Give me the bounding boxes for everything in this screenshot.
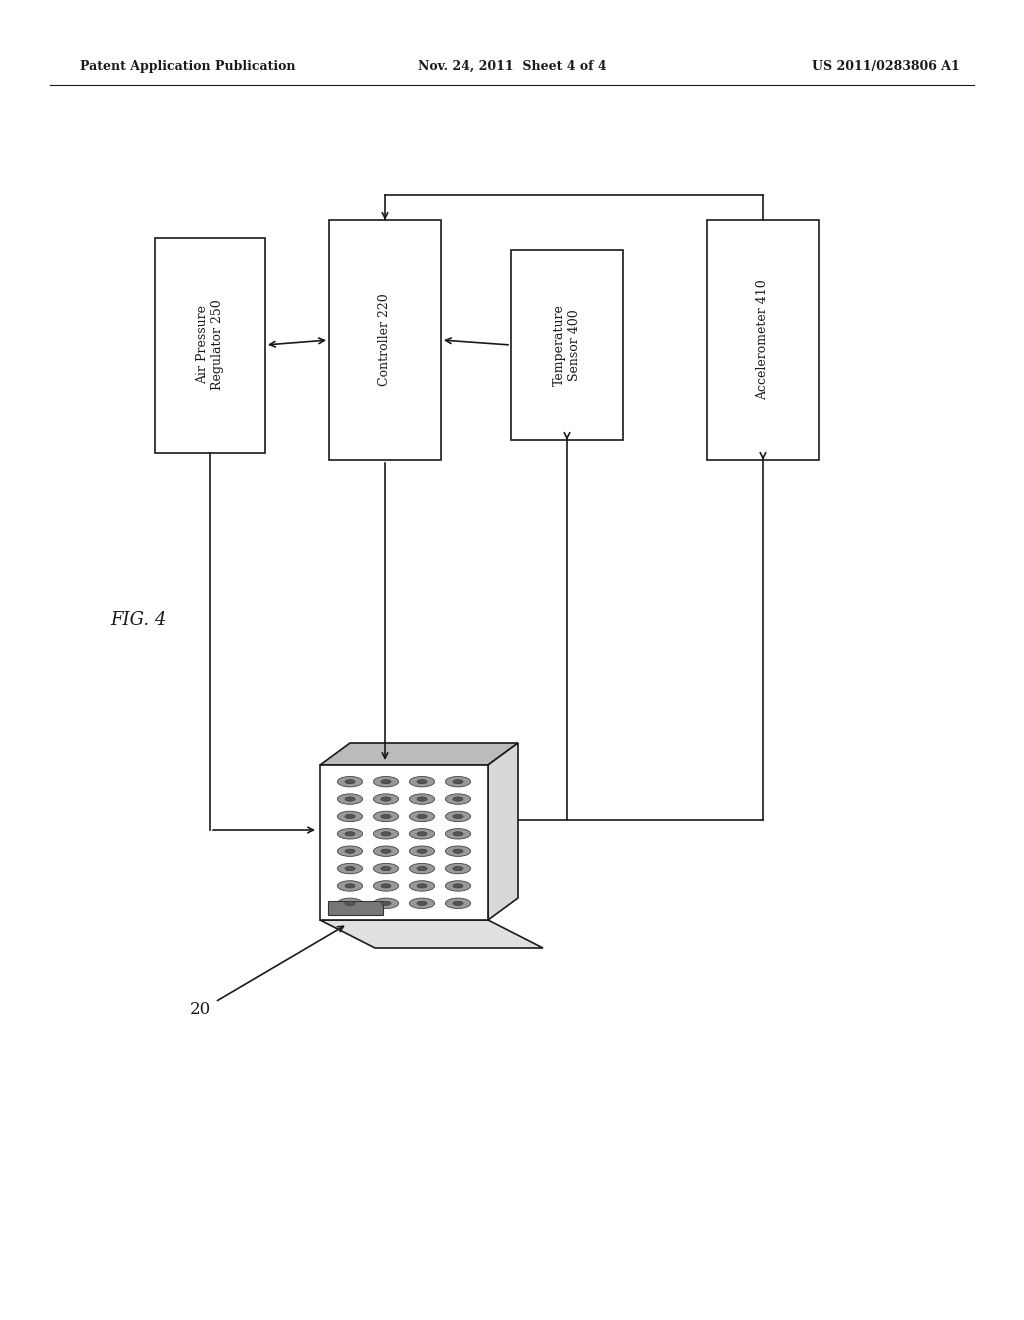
Ellipse shape [345,780,355,784]
Ellipse shape [345,797,355,801]
Bar [707,220,819,459]
Text: 20: 20 [189,1002,211,1019]
Ellipse shape [453,797,463,801]
Ellipse shape [381,902,391,906]
Ellipse shape [381,780,391,784]
Ellipse shape [445,898,471,908]
Ellipse shape [337,776,362,787]
Text: FIG. 4: FIG. 4 [110,611,166,630]
Ellipse shape [410,880,434,891]
Ellipse shape [345,832,355,836]
Ellipse shape [381,866,391,871]
Text: Air Pressure
Regulator 250: Air Pressure Regulator 250 [196,300,224,391]
Ellipse shape [381,849,391,853]
Ellipse shape [374,846,398,857]
Ellipse shape [410,812,434,821]
Ellipse shape [417,780,427,784]
Bar [329,220,441,459]
Text: Nov. 24, 2011  Sheet 4 of 4: Nov. 24, 2011 Sheet 4 of 4 [418,59,606,73]
Text: Accelerometer 410: Accelerometer 410 [757,280,769,400]
Ellipse shape [417,884,427,888]
Ellipse shape [445,880,471,891]
Polygon shape [319,743,518,766]
Ellipse shape [374,793,398,804]
Ellipse shape [417,814,427,818]
Ellipse shape [381,797,391,801]
Polygon shape [488,743,518,920]
Polygon shape [319,920,543,948]
Ellipse shape [345,902,355,906]
Ellipse shape [345,849,355,853]
Ellipse shape [337,846,362,857]
Ellipse shape [381,832,391,836]
Ellipse shape [345,866,355,871]
Text: Controller 220: Controller 220 [379,293,391,387]
Ellipse shape [453,780,463,784]
Ellipse shape [445,793,471,804]
Ellipse shape [381,884,391,888]
Ellipse shape [410,776,434,787]
Ellipse shape [410,863,434,874]
Ellipse shape [374,776,398,787]
Ellipse shape [417,797,427,801]
Ellipse shape [453,902,463,906]
Ellipse shape [453,814,463,818]
Ellipse shape [374,829,398,840]
Ellipse shape [374,812,398,821]
Bar [511,249,623,440]
Ellipse shape [445,776,471,787]
Ellipse shape [445,846,471,857]
Ellipse shape [410,829,434,840]
Ellipse shape [381,814,391,818]
Ellipse shape [453,884,463,888]
Ellipse shape [453,866,463,871]
Ellipse shape [345,884,355,888]
Bar [155,238,265,453]
Bar [328,902,383,915]
Ellipse shape [374,863,398,874]
Ellipse shape [374,880,398,891]
Ellipse shape [410,793,434,804]
Ellipse shape [417,849,427,853]
Ellipse shape [374,898,398,908]
Ellipse shape [337,880,362,891]
Ellipse shape [417,866,427,871]
Ellipse shape [445,829,471,840]
Ellipse shape [337,829,362,840]
Text: Patent Application Publication: Patent Application Publication [80,59,296,73]
Text: Temperature
Sensor 400: Temperature Sensor 400 [553,304,581,385]
Ellipse shape [445,863,471,874]
Ellipse shape [453,832,463,836]
Ellipse shape [337,863,362,874]
Ellipse shape [410,898,434,908]
Ellipse shape [337,898,362,908]
Ellipse shape [337,812,362,821]
Ellipse shape [337,793,362,804]
Ellipse shape [417,902,427,906]
Polygon shape [319,766,488,920]
Ellipse shape [417,832,427,836]
Ellipse shape [445,812,471,821]
Ellipse shape [410,846,434,857]
Ellipse shape [345,814,355,818]
Ellipse shape [453,849,463,853]
Text: US 2011/0283806 A1: US 2011/0283806 A1 [812,59,961,73]
